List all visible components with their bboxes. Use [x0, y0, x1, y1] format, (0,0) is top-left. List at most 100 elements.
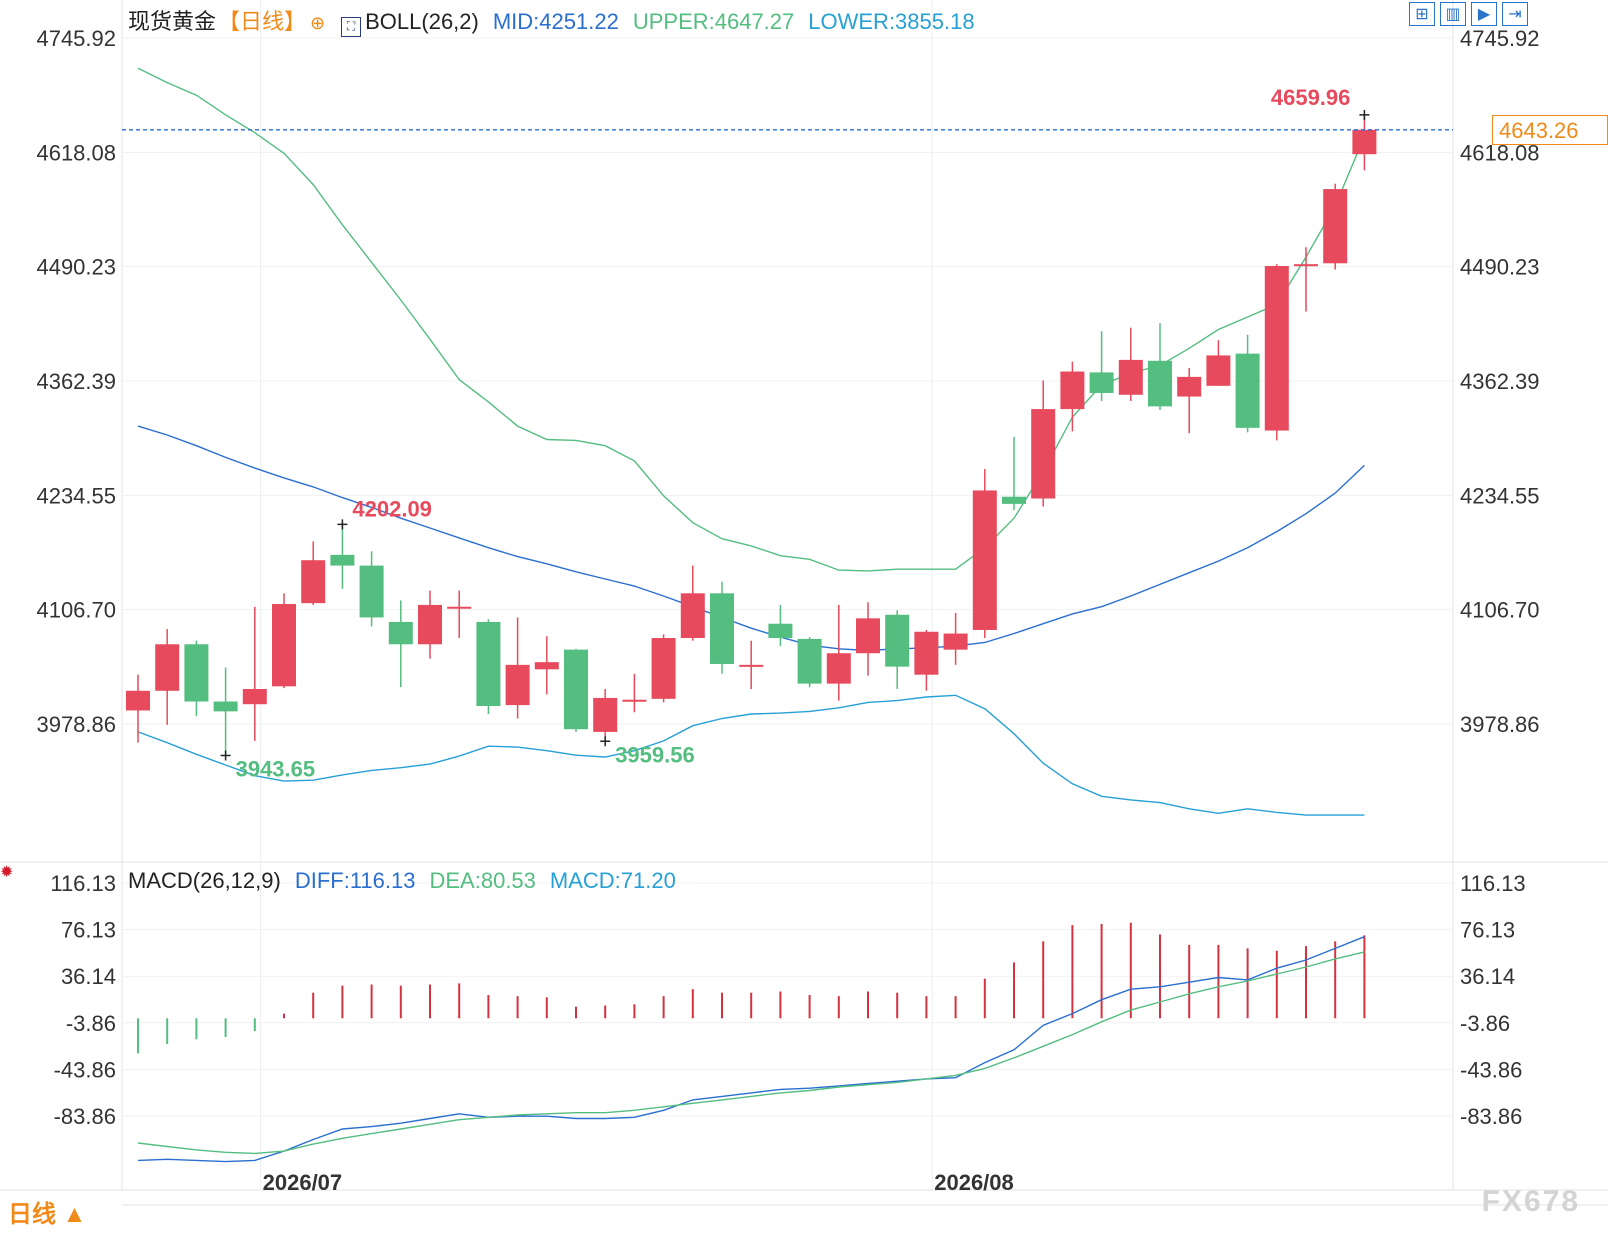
main-chart-header: 现货黄金【日线】 ⊕ ⛶ BOLL(26,2) MID:4251.22 UPPER:464… [128, 4, 989, 37]
candle-body [651, 638, 676, 699]
candle-body [856, 618, 880, 654]
price-tick-right: 4490.23 [1460, 255, 1540, 280]
macd-tick-left: 76.13 [61, 918, 116, 943]
candle-body [972, 490, 997, 630]
extreme-label: 3943.65 [236, 756, 316, 781]
play-chart-icon[interactable]: ▶ [1471, 2, 1497, 26]
candle-body [301, 560, 326, 604]
macd-tick-left: -3.86 [66, 1011, 116, 1036]
candle-body [1352, 129, 1377, 155]
price-tick-right: 4745.92 [1460, 26, 1540, 51]
price-tick-right: 4234.55 [1460, 483, 1540, 508]
candle-body [622, 699, 647, 702]
candle-body [680, 593, 705, 639]
bar-chart-icon[interactable]: ▥ [1440, 2, 1466, 26]
candle-body [1002, 496, 1026, 504]
macd-tick-left: 36.14 [61, 964, 116, 989]
export-icon[interactable]: ⇥ [1502, 2, 1528, 26]
candle-body [388, 621, 413, 645]
candle-body [1060, 371, 1085, 410]
chart-toolbar: ⊞ ▥ ▶ ⇥ [1404, 2, 1528, 26]
plus-circle-icon[interactable]: ⊕ [310, 13, 326, 33]
indicator-icon[interactable]: ⛶ [341, 17, 362, 37]
time-tick-label: 2026/08 [934, 1170, 1014, 1195]
price-tick-left: 4362.39 [36, 369, 116, 394]
extreme-label: 3959.56 [615, 742, 695, 767]
price-tick-right: 4106.70 [1460, 598, 1540, 623]
candle-body [447, 606, 472, 609]
candle-body [330, 554, 355, 566]
current-price-tag: 4643.26 [1492, 114, 1608, 145]
candle-body [564, 649, 588, 730]
macd-diff-value: DIFF:116.13 [294, 868, 416, 893]
candle-body [359, 565, 384, 618]
candle-body [1323, 189, 1348, 264]
candle-body [797, 638, 822, 684]
candle-body [476, 621, 501, 706]
price-tick-left: 4106.70 [36, 598, 116, 623]
macd-dea-line [137, 951, 1365, 1155]
candle-body [155, 644, 180, 691]
timeframe-button[interactable]: 日线 ▲ [8, 1201, 87, 1228]
candle-body [534, 662, 559, 670]
macd-tick-left: -43.86 [54, 1057, 116, 1082]
macd-tick-left: 116.13 [50, 871, 116, 896]
candle-body [1031, 409, 1056, 499]
macd-indicator-label[interactable]: MACD(26,12,9) [128, 868, 281, 893]
price-tick-left: 4490.23 [36, 255, 116, 280]
period-label[interactable]: 【日线】 [218, 9, 307, 34]
boll-upper-value: UPPER:4647.27 [632, 9, 795, 34]
candle-body [126, 690, 150, 711]
price-tick-left: 4745.92 [36, 26, 116, 51]
candle-body [826, 653, 851, 684]
candle-body [943, 633, 968, 650]
candle-body [213, 701, 238, 712]
candle-body [1148, 360, 1172, 407]
macd-dea-value: DEA:80.53 [429, 868, 536, 893]
watermark: FX678 [1481, 1185, 1580, 1218]
candle-body [768, 623, 793, 639]
candle-body [885, 614, 910, 667]
macd-tick-left: -83.86 [54, 1104, 116, 1129]
macd-diff-line [137, 936, 1365, 1163]
price-tick-left: 4618.08 [36, 140, 116, 165]
macd-header: MACD(26,12,9) DIFF:116.13 DEA:80.53 MACD:71… [128, 868, 690, 894]
extreme-label: 4202.09 [352, 496, 432, 521]
grid-icon[interactable]: ⊞ [1409, 2, 1435, 26]
macd-tick-right: -3.86 [1460, 1011, 1510, 1036]
candle-body [1118, 359, 1143, 395]
boll-indicator-label[interactable]: BOLL(26,2) [365, 9, 479, 34]
candle-body [1089, 372, 1114, 393]
symbol-title: 现货黄金 [128, 9, 217, 34]
macd-tick-right: -83.86 [1460, 1104, 1522, 1129]
boll-mid-line [137, 425, 1365, 652]
price-tick-right: 4362.39 [1460, 369, 1540, 394]
candle-body [1294, 264, 1318, 267]
macd-bar-value: MACD:71.20 [549, 868, 676, 893]
price-tick-left: 4234.55 [36, 483, 116, 508]
macd-tick-right: 116.13 [1460, 871, 1526, 896]
candle-body [739, 664, 764, 667]
extreme-label: 4659.96 [1271, 85, 1351, 110]
candle-body [272, 604, 296, 687]
time-tick-label: 2026/07 [263, 1170, 343, 1195]
candle-body [184, 644, 209, 702]
boll-lower-line [137, 694, 1365, 816]
candle-body [505, 664, 530, 706]
candle-body [242, 688, 267, 705]
price-tick-left: 3978.86 [36, 712, 116, 737]
candle-body [710, 593, 734, 664]
macd-tick-right: 36.14 [1460, 964, 1515, 989]
boll-mid-value: MID:4251.22 [492, 9, 619, 34]
sun-icon[interactable]: ✹ [0, 864, 14, 881]
boll-lower-value: LOWER:3855.18 [808, 9, 975, 34]
candle-body [914, 631, 939, 675]
candle-body [593, 697, 618, 732]
candle-body [1264, 265, 1289, 431]
candle-body [418, 604, 442, 645]
candle-body [1177, 376, 1202, 397]
candle-body [1206, 355, 1231, 386]
macd-tick-right: 76.13 [1460, 918, 1515, 943]
macd-tick-right: -43.86 [1460, 1057, 1522, 1082]
